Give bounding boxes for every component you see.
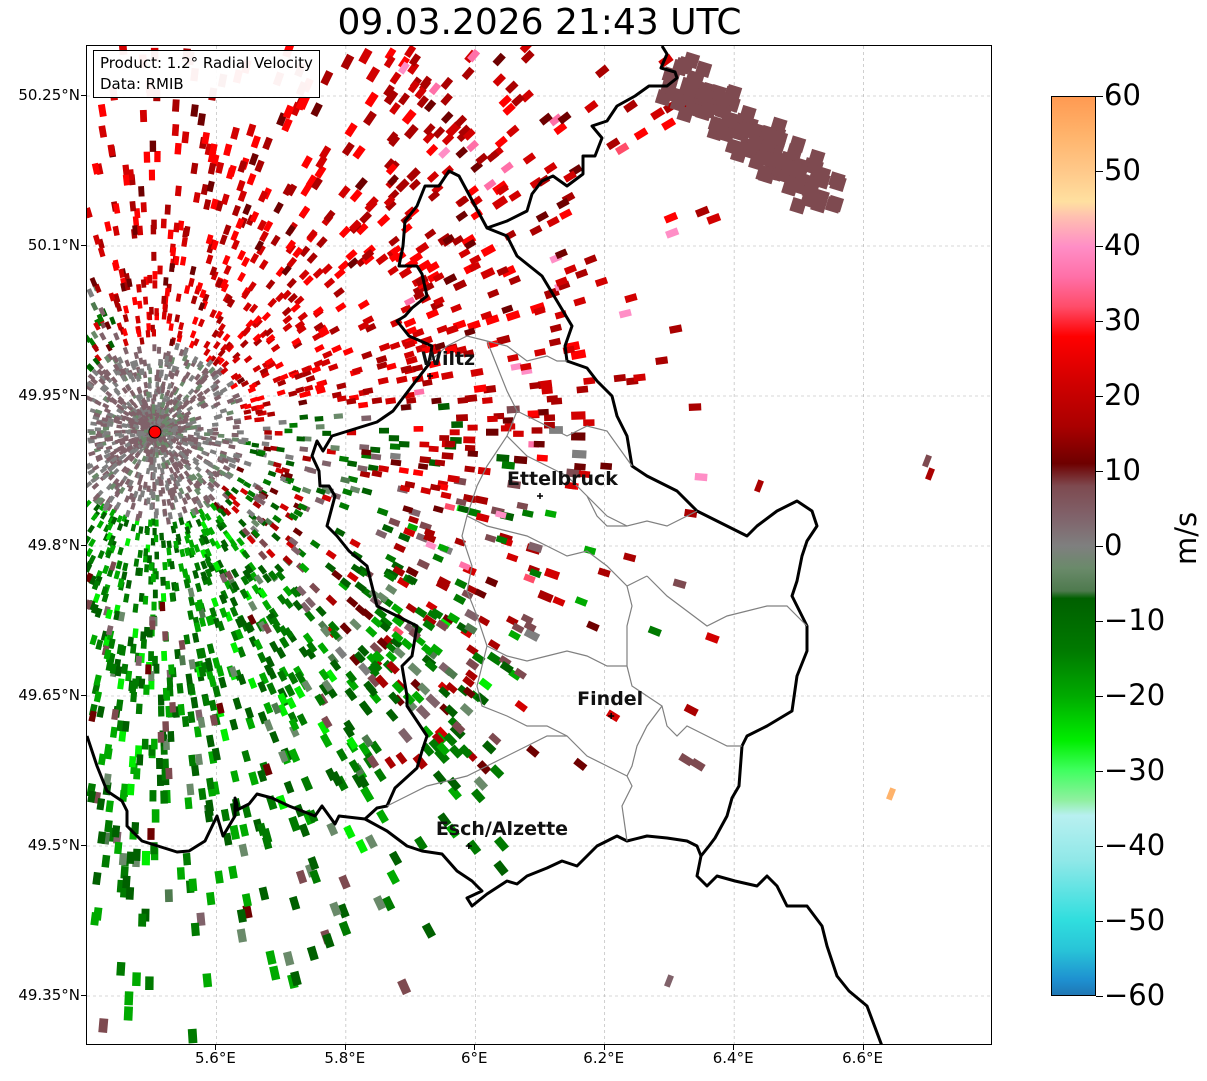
colorbar-tick-label: −20: [1104, 678, 1166, 712]
luxembourg-border: [87, 46, 679, 854]
lon-tick-mark: [862, 1045, 864, 1050]
colorbar-tick-label: −50: [1104, 903, 1166, 937]
colorbar-tick-mark: [1096, 771, 1103, 772]
canton-borders: [386, 335, 808, 842]
colorbar-unit-label: m/s: [1169, 511, 1203, 565]
lon-tick-mark: [474, 1045, 476, 1050]
lon-tick-label: 6°E: [461, 1049, 488, 1067]
lon-tick-label: 6.6°E: [842, 1049, 883, 1067]
lat-tick-label: 49.5°N: [27, 836, 80, 854]
lat-tick-label: 49.35°N: [18, 986, 80, 1004]
page-title: 09.03.2026 21:43 UTC: [337, 2, 742, 43]
colorbar-tick-label: 10: [1104, 453, 1141, 487]
lat-tick-label: 49.65°N: [18, 686, 80, 704]
colorbar-tick-label: −40: [1104, 828, 1166, 862]
lat-tick-mark: [81, 245, 86, 246]
colorbar-tick-label: −30: [1104, 753, 1166, 787]
lat-tick-label: 50.25°N: [18, 86, 80, 104]
colorbar-tick-mark: [1096, 396, 1103, 397]
data-source-label: Data: RMIB: [100, 75, 184, 93]
lat-tick-mark: [81, 695, 86, 696]
lon-tick-mark: [603, 1045, 605, 1050]
city-label-findel: Findel: [577, 688, 644, 710]
colorbar-tick-mark: [1096, 846, 1103, 847]
colorbar-tick-label: 50: [1104, 153, 1141, 187]
lat-tick-mark: [81, 395, 86, 396]
colorbar-tick-mark: [1096, 246, 1103, 247]
colorbar-tick-label: 20: [1104, 378, 1141, 412]
colorbar-tick-mark: [1096, 546, 1103, 547]
city-marker-esch-alzette: [465, 843, 472, 849]
lat-tick-label: 49.95°N: [18, 386, 80, 404]
colorbar-tick-mark: [1096, 471, 1103, 472]
radar-site-marker: [148, 425, 162, 439]
radar-map[interactable]: [86, 45, 992, 1045]
colorbar-tick-label: 40: [1104, 228, 1141, 262]
city-label-esch-alzette: Esch/Alzette: [435, 818, 569, 840]
colorbar-tick-mark: [1096, 696, 1103, 697]
colorbar-tick-mark: [1096, 171, 1103, 172]
lat-tick-mark: [81, 95, 86, 96]
colorbar-tick-mark: [1096, 321, 1103, 322]
colorbar: [1051, 96, 1096, 996]
colorbar-tick-mark: [1096, 621, 1103, 622]
colorbar-tick-label: −60: [1104, 978, 1166, 1012]
city-marker-wiltz: [426, 373, 433, 379]
colorbar-tick-mark: [1096, 921, 1103, 922]
product-info-box: Product: 1.2° Radial Velocity Data: RMIB: [93, 50, 320, 98]
lon-tick-mark: [215, 1045, 217, 1050]
colorbar-tick-label: −10: [1104, 603, 1166, 637]
product-label: Product: 1.2° Radial Velocity: [100, 54, 313, 72]
lon-tick-label: 6.4°E: [712, 1049, 754, 1067]
lat-tick-label: 50.1°N: [27, 236, 80, 254]
colorbar-tick-label: 0: [1104, 528, 1123, 562]
colorbar-tick-label: 60: [1104, 78, 1141, 112]
velocity-echoes: [87, 46, 935, 1044]
city-label-ettelbruck: Ettelbruck: [507, 468, 618, 490]
lon-tick-mark: [344, 1045, 346, 1050]
lon-tick-label: 6.2°E: [583, 1049, 625, 1067]
lon-tick-label: 5.8°E: [324, 1049, 366, 1067]
colorbar-tick-label: 30: [1104, 303, 1141, 337]
city-markers: [426, 373, 615, 849]
lon-tick-label: 5.6°E: [195, 1049, 236, 1067]
lat-tick-label: 49.8°N: [27, 536, 80, 554]
city-marker-findel: [608, 713, 615, 719]
city-marker-ettelbruck: [537, 493, 543, 499]
city-label-wiltz: Wiltz: [420, 348, 476, 370]
colorbar-tick-mark: [1096, 996, 1103, 997]
lat-tick-mark: [81, 845, 86, 846]
luxembourg-border-east: [486, 226, 883, 1044]
colorbar-tick-mark: [1096, 96, 1103, 97]
luxembourg-border-south: [364, 817, 703, 908]
lat-tick-mark: [81, 545, 86, 546]
map-canvas: [87, 46, 991, 1044]
lat-tick-mark: [81, 995, 86, 996]
lon-tick-mark: [733, 1045, 735, 1050]
